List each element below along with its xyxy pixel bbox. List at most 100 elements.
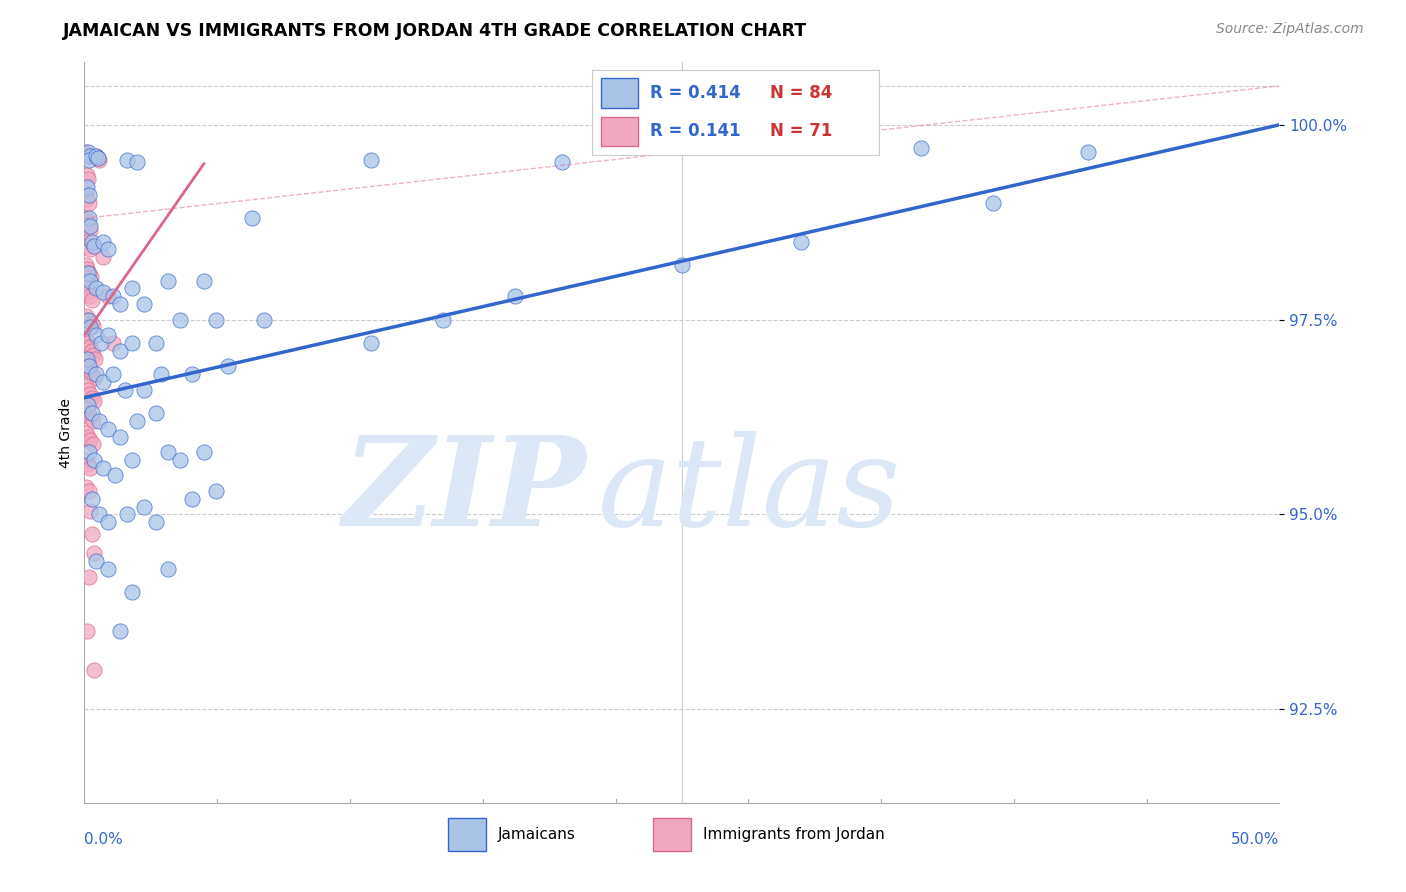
Point [169, 453, 191, 467]
Point [145, 336, 167, 351]
Point [77, 211, 100, 226]
Point [82, 437, 104, 451]
Point [193, 445, 215, 459]
Point [77, 383, 100, 397]
Point [77, 457, 100, 471]
Point [90, 336, 112, 351]
Point [77, 484, 100, 499]
Point [86, 367, 108, 381]
Point [77, 359, 100, 374]
Point [1077, 145, 1099, 159]
Point [77, 266, 100, 280]
Point [77, 359, 100, 374]
Text: 50.0%: 50.0% [1232, 832, 1279, 847]
Point [79, 410, 101, 425]
Point [76, 624, 98, 639]
Point [93, 460, 115, 475]
Point [75, 235, 97, 249]
Point [86, 149, 108, 163]
Point [145, 515, 167, 529]
Point [77, 266, 100, 280]
Point [121, 453, 143, 467]
Point [77, 172, 100, 186]
Point [75, 402, 97, 417]
Point [117, 153, 139, 167]
Point [77, 285, 100, 300]
Point [217, 359, 239, 374]
Point [77, 570, 100, 584]
Point [75, 309, 97, 323]
Point [76, 169, 98, 183]
Point [97, 243, 120, 257]
Point [86, 281, 108, 295]
Point [83, 546, 105, 560]
Point [77, 445, 100, 459]
Point [79, 320, 101, 334]
Point [157, 274, 180, 288]
Point [80, 527, 103, 541]
Point [79, 223, 101, 237]
Point [157, 445, 180, 459]
Text: 0.0%: 0.0% [84, 832, 124, 847]
Point [157, 562, 180, 576]
Point [121, 585, 143, 599]
Point [93, 375, 115, 389]
Y-axis label: 4th Grade: 4th Grade [59, 398, 73, 467]
Point [671, 258, 693, 272]
Point [82, 414, 104, 428]
Point [97, 562, 120, 576]
Point [76, 147, 98, 161]
Point [75, 379, 97, 393]
Point [110, 624, 132, 639]
Point [97, 515, 120, 529]
Point [97, 422, 120, 436]
Point [75, 425, 97, 440]
Point [75, 281, 97, 295]
Point [101, 336, 124, 351]
Point [82, 318, 104, 333]
Point [77, 238, 100, 252]
Point [77, 149, 100, 163]
Point [82, 348, 104, 362]
Point [181, 491, 204, 506]
Point [910, 141, 932, 155]
Text: ZIP: ZIP [343, 431, 586, 553]
Point [83, 394, 105, 409]
Point [79, 503, 101, 517]
Point [97, 328, 120, 343]
Point [79, 460, 101, 475]
Point [77, 145, 100, 159]
Point [77, 312, 100, 326]
Point [93, 235, 115, 249]
Point [84, 351, 107, 366]
Point [240, 211, 263, 226]
Point [193, 274, 215, 288]
Point [87, 414, 110, 428]
Point [110, 429, 132, 443]
Point [75, 188, 97, 202]
Point [75, 355, 97, 369]
Point [110, 343, 132, 358]
Point [75, 211, 97, 226]
Point [360, 153, 382, 167]
Point [75, 145, 97, 159]
Point [101, 367, 124, 381]
Point [80, 491, 103, 506]
Point [75, 332, 97, 346]
Point [145, 406, 167, 420]
Point [86, 151, 108, 165]
Point [205, 312, 228, 326]
Point [121, 336, 143, 351]
Point [79, 219, 101, 233]
Point [125, 155, 148, 169]
Point [75, 480, 97, 494]
Point [551, 155, 574, 169]
Point [86, 328, 108, 343]
Point [76, 180, 98, 194]
Point [76, 351, 98, 366]
Point [132, 383, 156, 397]
Point [79, 386, 101, 401]
Point [79, 434, 101, 448]
Point [77, 219, 100, 233]
Point [77, 336, 100, 351]
